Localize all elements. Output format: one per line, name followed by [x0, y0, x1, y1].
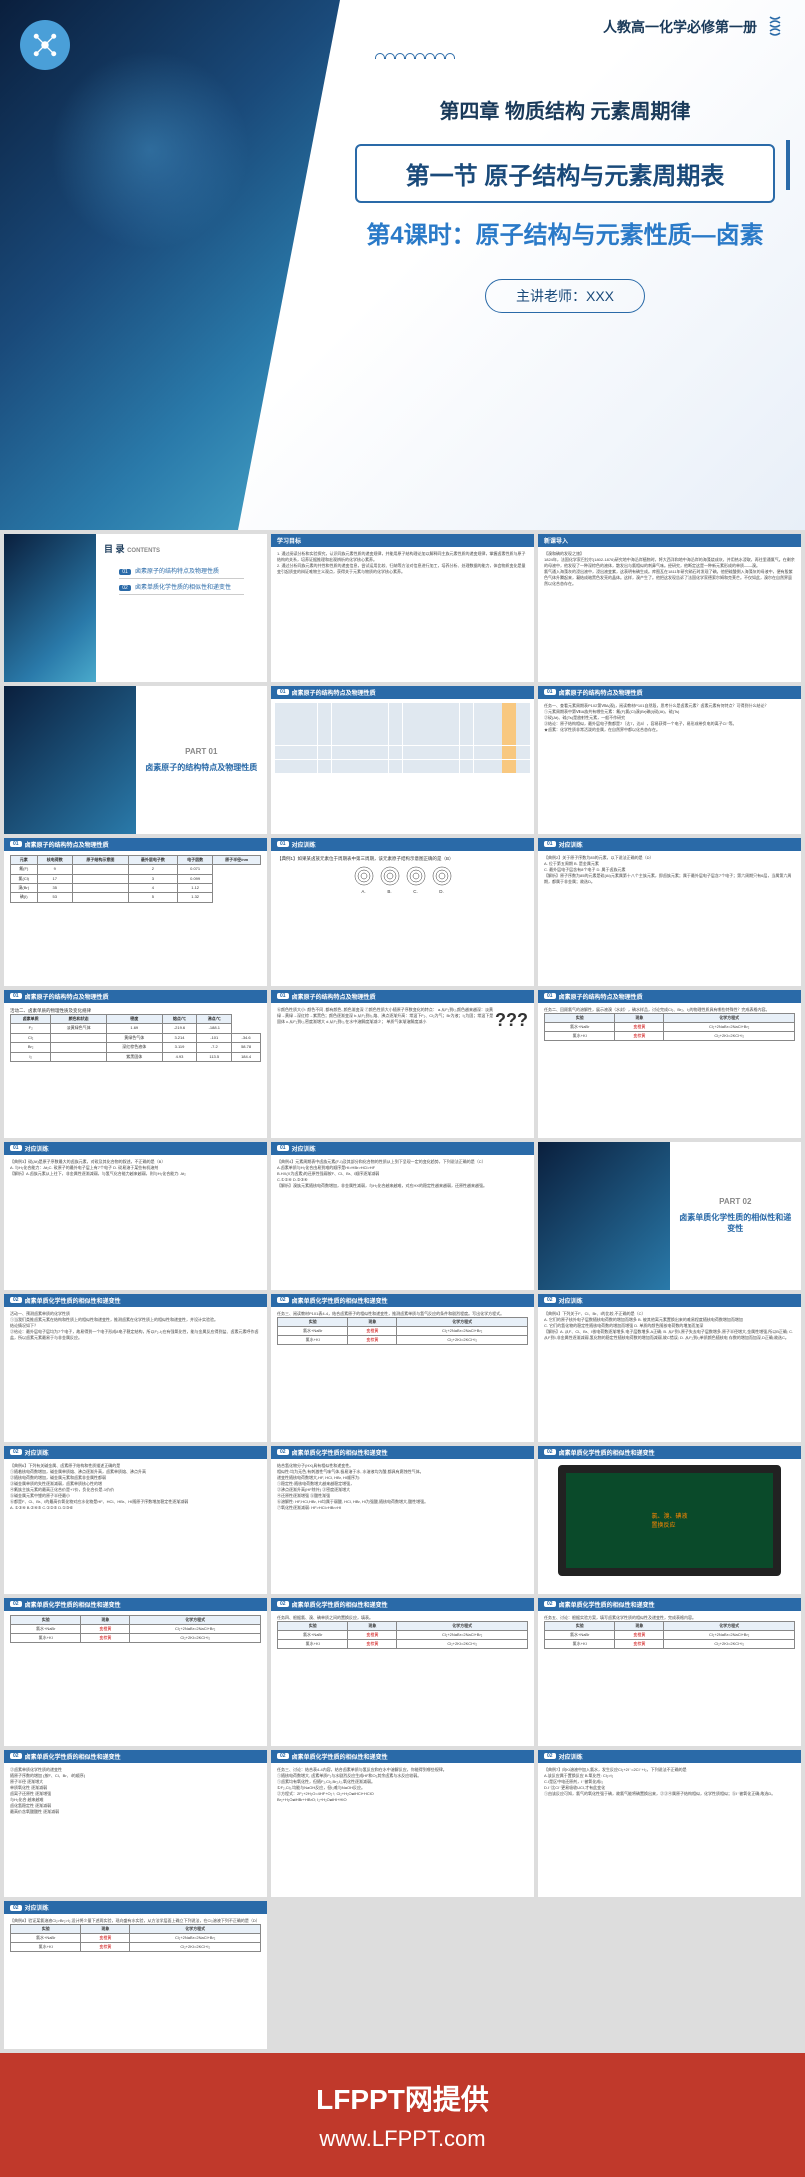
slide-thumbnail[interactable]: 01卤素原子的结构特点及物理性质活动二、卤素单质的物理性质及变化规律卤素单质颜色…	[4, 990, 267, 1138]
slide-thumbnail[interactable]: 01卤素原子的结构特点及物理性质	[271, 686, 534, 834]
thumbnail-grid: 目 录 CONTENTS01卤素原子的结构特点及物理性质02卤素单质化学性质的相…	[0, 530, 805, 2053]
section-title: 第一节 原子结构与元素周期表	[377, 156, 753, 191]
wave-decoration	[375, 55, 785, 57]
slide-thumbnail[interactable]: 02卤素单质化学性质的相似性和递变性活动一、预测卤素单质的化学性质①当我们类推卤…	[4, 1294, 267, 1442]
slide-thumbnail[interactable]: 02卤素单质化学性质的相似性和递变性②卤素单质化学性质的递变性随原子序数的增加 …	[4, 1750, 267, 1898]
slide-thumbnail[interactable]: 新课导入【溴和碘的发现之旅】1824年，法国化学家巴拉尔(1802-1876)研…	[538, 534, 801, 682]
slide-thumbnail[interactable]: 02对应训练【典例8】验证某氯溶液Cl₂>Br₂>I₂,设计将少量下述两实验，现…	[4, 1901, 267, 2049]
slide-thumbnail[interactable]: 02卤素单质化学性质的相似性和递变性实验现象化学方程式氯水+NaBr变橙黄Cl₂…	[4, 1598, 267, 1746]
slide-thumbnail[interactable]: 02对应训练【典例7】向KI溶液中加入氯水，发生反应Cl₂+2I⁻=2Cl⁻+I…	[538, 1750, 801, 1898]
slide-thumbnail[interactable]: 01对应训练【典例4】元素周期表中卤族元素(F-I)及其部分和化合物的性质从上到…	[271, 1142, 534, 1290]
footer-title: LFPPT网提供	[25, 2078, 780, 2118]
accent-bar	[786, 140, 790, 190]
slide-thumbnail[interactable]: 02卤素单质化学性质的相似性和递变性结合氢化物分子(HX)具有相似性和递变性。相…	[271, 1446, 534, 1594]
teacher-label: 主讲老师：XXX	[485, 279, 645, 313]
slide-thumbnail[interactable]: 01对应训练【典例3】砹(At)是原子序数最大的卤族元素，对砹及其化合物的叙述，…	[4, 1142, 267, 1290]
section-box: 第一节 原子结构与元素周期表	[355, 144, 775, 203]
slide-thumbnail[interactable]: PART 02卤素单质化学性质的相似性和递变性	[538, 1142, 801, 1290]
slide-thumbnail[interactable]: 01卤素原子的结构特点及物理性质元素核电荷数原子结构示意图最外层电子数电子层数原…	[4, 838, 267, 986]
footer-url: www.LFPPT.com	[25, 2126, 780, 2152]
slide-thumbnail[interactable]: 01卤素原子的结构特点及物理性质任务一、查看元素周期表P102第ⅦA(观)，阅读…	[538, 686, 801, 834]
molecule-icon	[20, 20, 70, 70]
lesson-title: 第4课时：原子结构与元素性质—卤素	[355, 218, 775, 254]
slide-thumbnail[interactable]: 02卤素单质化学性质的相似性和递变性任务四、根据氯、溴、碘单质之间的置换反应，填…	[271, 1598, 534, 1746]
slide-thumbnail[interactable]: PART 01卤素原子的结构特点及物理性质	[4, 686, 267, 834]
slide-thumbnail[interactable]: 01卤素原子的结构特点及物理性质⑥颜色性质大小: 颜色不同 ,都有颜色, 颜色渐…	[271, 990, 534, 1138]
footer: LFPPT网提供 www.LFPPT.com	[0, 2053, 805, 2177]
dna-icon	[765, 15, 785, 39]
hero-graphic	[0, 0, 340, 530]
slide-thumbnail[interactable]: 02对应训练【典例6】下列有关碱金属、卤素原子结构和性质描述正确的是①随着核电荷…	[4, 1446, 267, 1594]
slide-thumbnail[interactable]: 02卤素单质化学性质的相似性和递变性氯、溴、碘液置换反应	[538, 1446, 801, 1594]
slide-thumbnail[interactable]: 02卤素单质化学性质的相似性和递变性任务三、阅读教材P101表4-4，结合卤素原…	[271, 1294, 534, 1442]
slide-thumbnail[interactable]: 01对应训练【典例1】如果某卤族元素位于周期表中第三周期，该元素原子结构示意图正…	[271, 838, 534, 986]
slide-thumbnail[interactable]: 02卤素单质化学性质的相似性和递变性任务三、讨论：结合表4-4内容，结合卤素单质…	[271, 1750, 534, 1898]
slide-thumbnail[interactable]: 02对应训练【典例5】下列关于F、Cl、Br、I的比较,不正确的是（C）A. 它…	[538, 1294, 801, 1442]
slide-thumbnail[interactable]: 02卤素单质化学性质的相似性和递变性任务五、讨论：根据实验方案，填写卤素化学性质…	[538, 1598, 801, 1746]
textbook-label: 人教高一化学必修第一册	[603, 15, 785, 39]
slide-thumbnail[interactable]: 01卤素原子的结构特点及物理性质任务二、回顾氯气的溶解性，展示液溴（水封），碘水…	[538, 990, 801, 1138]
slide-thumbnail[interactable]: 目 录 CONTENTS01卤素原子的结构特点及物理性质02卤素单质化学性质的相…	[4, 534, 267, 682]
slide-thumbnail[interactable]: 01对应训练【典例2】关于原子序数为85的元素，以下说法正确的是（D）A. 位于…	[538, 838, 801, 986]
slide-thumbnail[interactable]: 学习目标1. 通过阅读分析和实验探究，认识同族元素性质的递变规律，并能用原子结构…	[271, 534, 534, 682]
hero-slide: 人教高一化学必修第一册 第四章 物质结构 元素周期律 第一节 原子结构与元素周期…	[0, 0, 805, 530]
chapter-title: 第四章 物质结构 元素周期律	[355, 95, 775, 124]
hero-content: 第四章 物质结构 元素周期律 第一节 原子结构与元素周期表 第4课时：原子结构与…	[355, 95, 775, 313]
